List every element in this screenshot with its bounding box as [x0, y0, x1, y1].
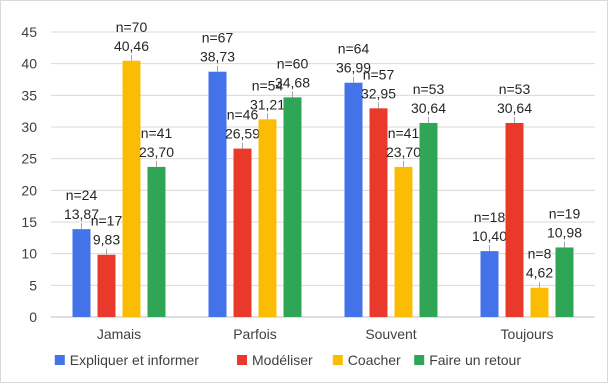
- count-label: n=53: [499, 81, 531, 97]
- count-label: n=53: [413, 81, 445, 97]
- data-label: 23,70: [386, 144, 421, 160]
- count-label: n=54: [252, 77, 284, 93]
- bar-4: [283, 97, 302, 317]
- y-tick-label: 20: [21, 182, 37, 198]
- count-label: n=57: [363, 66, 395, 82]
- x-category-label: Parfois: [233, 326, 277, 342]
- bar-3: [530, 287, 549, 317]
- data-label: 13,87: [64, 206, 99, 222]
- data-label: 30,64: [497, 100, 532, 116]
- bar-1: [208, 71, 227, 318]
- data-label: 10,98: [547, 224, 582, 240]
- data-label: 26,59: [225, 126, 260, 142]
- data-label: 38,73: [200, 49, 235, 65]
- x-category-label: Toujours: [501, 326, 554, 342]
- legend-swatch: [237, 355, 247, 365]
- legend-swatch: [414, 355, 425, 365]
- bar-4: [419, 122, 438, 318]
- legend-label: Expliquer et informer: [70, 352, 200, 368]
- legend-swatch: [54, 355, 65, 365]
- count-label: n=46: [227, 107, 259, 123]
- bar-2: [97, 254, 116, 317]
- count-label: n=67: [202, 30, 234, 46]
- bar-3: [394, 166, 413, 317]
- data-label: 32,95: [361, 85, 396, 101]
- y-tick-label: 0: [29, 309, 37, 325]
- data-label: 40,46: [114, 38, 149, 54]
- legend-label: Faire un retour: [429, 352, 521, 368]
- x-category-label: Jamais: [97, 326, 141, 342]
- y-tick-label: 30: [21, 119, 37, 135]
- bar-4: [555, 247, 574, 317]
- data-label: 10,40: [472, 228, 507, 244]
- data-label: 31,21: [250, 96, 285, 112]
- count-label: n=18: [474, 209, 506, 225]
- legend-label: Modéliser: [252, 352, 313, 368]
- count-label: n=19: [549, 205, 581, 221]
- y-tick-label: 35: [21, 87, 37, 103]
- count-label: n=41: [141, 125, 173, 141]
- count-label: n=70: [116, 19, 148, 35]
- y-tick-label: 10: [21, 246, 37, 262]
- bar-1: [480, 251, 499, 317]
- bar-1: [72, 229, 91, 317]
- y-tick-label: 45: [21, 24, 37, 40]
- bar-3: [258, 119, 277, 317]
- data-label: 36,99: [336, 60, 371, 76]
- bar-4: [147, 166, 166, 317]
- data-label: 30,64: [411, 100, 446, 116]
- bar-3: [122, 60, 141, 318]
- bar-2: [505, 122, 524, 318]
- count-label: n=41: [388, 125, 420, 141]
- count-label: n=17: [91, 213, 123, 229]
- data-label: 23,70: [139, 144, 174, 160]
- data-label: 9,83: [93, 232, 120, 248]
- y-tick-label: 5: [29, 277, 37, 293]
- bar-2: [369, 108, 388, 317]
- count-label: n=60: [277, 55, 309, 71]
- count-label: n=64: [338, 41, 370, 57]
- data-label: 34,68: [275, 74, 310, 90]
- bar-2: [233, 148, 252, 317]
- y-tick-label: 40: [21, 56, 37, 72]
- bar-1: [344, 82, 363, 317]
- count-label: n=24: [66, 187, 98, 203]
- y-tick-label: 25: [21, 151, 37, 167]
- count-label: n=8: [528, 246, 552, 262]
- legend-label: Coacher: [348, 352, 401, 368]
- x-category-label: Souvent: [365, 326, 416, 342]
- y-tick-label: 15: [21, 214, 37, 230]
- legend-swatch: [332, 355, 343, 365]
- data-label: 4,62: [526, 265, 553, 281]
